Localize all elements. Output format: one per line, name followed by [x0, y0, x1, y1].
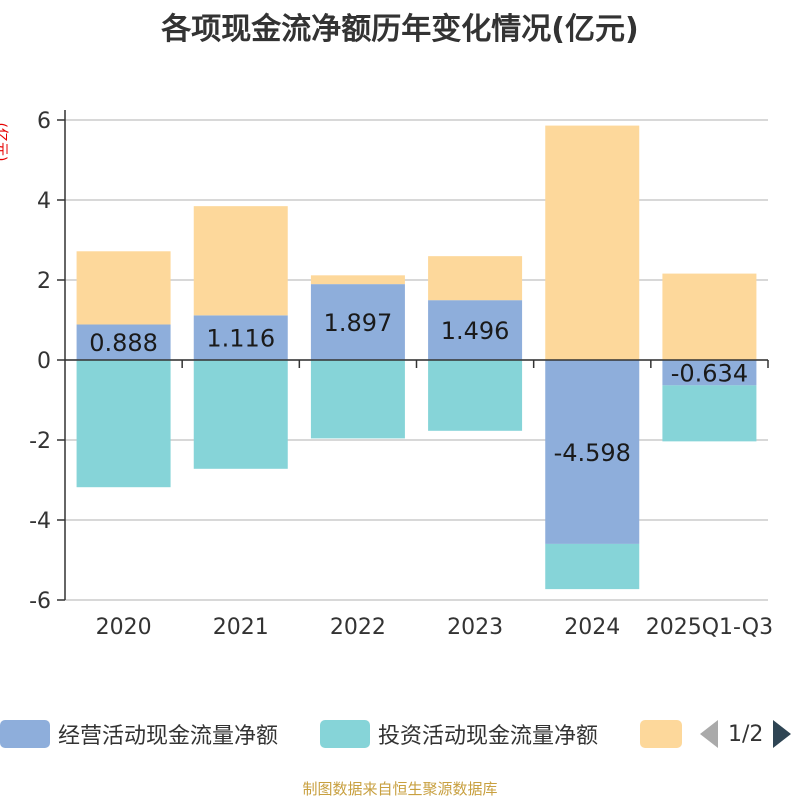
bar-series2-2023[interactable]: [428, 256, 523, 301]
bar-series0-2023[interactable]: [428, 300, 523, 360]
bar-series0-2022[interactable]: [310, 284, 405, 360]
bars: [76, 125, 757, 590]
bar-series2-2022[interactable]: [310, 275, 405, 285]
data-label-2024: -4.598: [554, 439, 631, 467]
bar-series1-2021[interactable]: [193, 360, 288, 469]
y-tick-label: 6: [37, 109, 51, 134]
bar-series2-2020[interactable]: [76, 251, 171, 325]
legend-pager: 1/2: [700, 716, 792, 752]
x-tick-label: 2024: [564, 615, 620, 640]
legend-label-operating: 经营活动现金流量净额: [58, 724, 279, 749]
chart-title: 各项现金流净额历年变化情况(亿元): [161, 12, 639, 47]
y-tick-label: 2: [37, 269, 51, 294]
legend-prev-page-icon[interactable]: [700, 720, 718, 748]
x-tick-label: 2025Q1-Q3: [646, 615, 773, 640]
legend-swatch-financing: [640, 720, 682, 748]
bar-series2-2021[interactable]: [193, 206, 288, 316]
data-label-2020: 0.888: [89, 329, 158, 357]
bar-series2-2025Q1-Q3[interactable]: [662, 273, 757, 360]
y-tick-label: 0: [37, 349, 51, 374]
data-label-2022: 1.897: [324, 309, 393, 337]
x-tick-label: 2023: [447, 615, 503, 640]
y-tick-label: -2: [29, 429, 51, 454]
bar-series1-2024[interactable]: [545, 543, 640, 590]
x-tick-label: 2020: [96, 615, 152, 640]
legend-swatch-operating: [0, 720, 50, 748]
y-tick-label: -4: [29, 509, 51, 534]
legend-item-operating[interactable]: 经营活动现金流量净额: [0, 716, 278, 752]
axes: -6 -4 -2 0 2 4 6 2020 2021 2022 2023 2024 2025Q1-Q3: [29, 109, 773, 640]
legend-swatch-investing: [320, 720, 370, 748]
bar-series1-2025Q1-Q3[interactable]: [662, 385, 757, 442]
bar-series1-2023[interactable]: [428, 360, 523, 431]
data-label-2025Q1-Q3: -0.634: [671, 360, 748, 388]
legend-item-financing[interactable]: [640, 716, 690, 752]
data-label-2023: 1.496: [441, 317, 510, 345]
bar-series0-2024[interactable]: [545, 360, 640, 544]
x-tick-label: 2021: [213, 615, 269, 640]
y-tick-label: -6: [29, 589, 51, 614]
bar-series2-2024[interactable]: [545, 125, 640, 360]
bar-series0-2020[interactable]: [76, 324, 171, 360]
bar-series0-2021[interactable]: [193, 315, 288, 360]
legend-item-investing[interactable]: 投资活动现金流量净额: [320, 716, 598, 752]
y-tick-label: 4: [37, 189, 51, 214]
data-source-note: 制图数据来自恒生聚源数据库: [302, 780, 498, 798]
legend-next-page-icon[interactable]: [773, 720, 792, 748]
legend: 经营活动现金流量净额 投资活动现金流量净额: [0, 716, 800, 752]
data-label-2021: 1.116: [206, 325, 275, 353]
bar-series1-2020[interactable]: [76, 360, 171, 488]
legend-page-indicator: 1/2: [728, 721, 764, 747]
data-labels: 0.888 1.116 1.897 1.496 -4.598 -0.634: [89, 309, 748, 467]
bar-series0-2025Q1-Q3[interactable]: [662, 360, 757, 386]
bar-series1-2022[interactable]: [310, 360, 405, 439]
x-tick-label: 2022: [330, 615, 386, 640]
legend-label-investing: 投资活动现金流量净额: [378, 724, 599, 749]
